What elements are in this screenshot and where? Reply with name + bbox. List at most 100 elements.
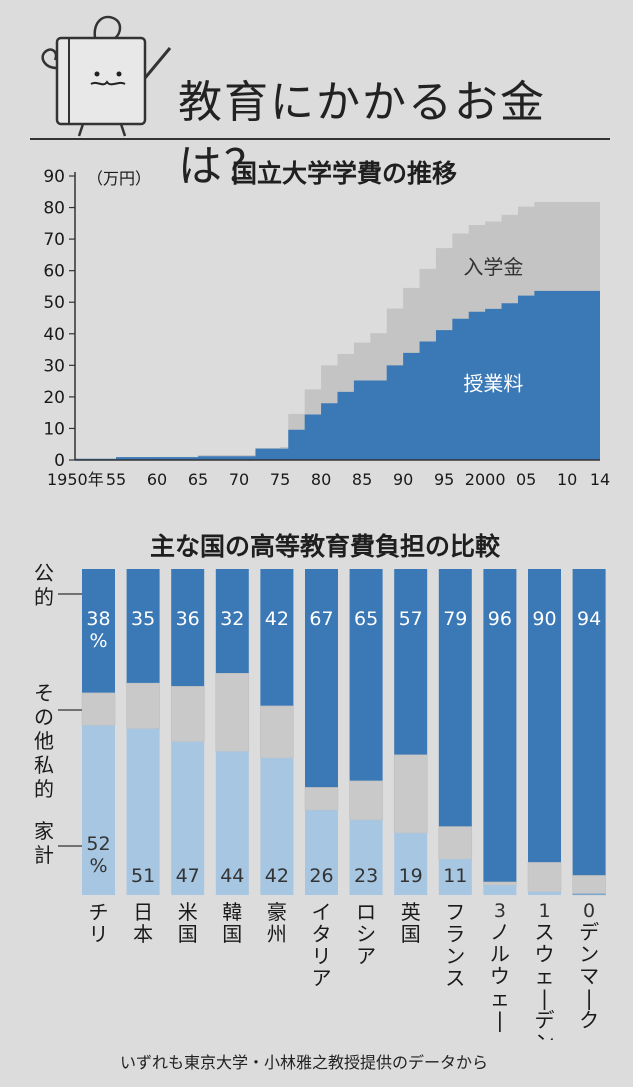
data-label-public: 65 xyxy=(354,608,378,630)
category-label: タ xyxy=(312,922,332,946)
category-label: ラ xyxy=(445,922,465,946)
x-tick-label: 65 xyxy=(188,470,208,489)
category-label: ェ xyxy=(535,964,555,988)
data-label-household: 26 xyxy=(309,865,333,887)
tuition-area xyxy=(75,290,600,460)
category-label: 本 xyxy=(133,922,153,946)
category-label: ス xyxy=(535,920,555,944)
data-label-household: % xyxy=(89,855,107,877)
category-label: リ xyxy=(312,944,332,968)
y-tick-label: 70 xyxy=(43,230,65,250)
bar-household xyxy=(528,891,561,895)
category-label: シ xyxy=(356,922,376,946)
bar-other-private xyxy=(126,682,160,729)
data-label-public: 38 xyxy=(86,608,110,630)
x-tick-label: 80 xyxy=(311,470,331,489)
bar-other-private xyxy=(81,692,116,726)
category-label: ノ xyxy=(490,920,510,944)
series-label-other: そ xyxy=(34,681,54,705)
data-label-public: 42 xyxy=(265,608,289,630)
bar-public xyxy=(305,569,338,788)
y-tick-label: 80 xyxy=(43,199,65,219)
series-label-tuition: 授業料 xyxy=(463,372,523,396)
data-label-public: 35 xyxy=(131,608,155,630)
category-label: | xyxy=(497,1008,504,1032)
bar-public xyxy=(126,569,160,684)
category-label: イ xyxy=(312,900,332,924)
x-tick-label: 10 xyxy=(557,470,577,489)
bar-other-private xyxy=(572,875,606,896)
bar-public xyxy=(82,569,115,693)
y-tick-label: 0 xyxy=(54,451,65,471)
bar-household xyxy=(305,810,338,895)
data-label-public: 90 xyxy=(532,608,556,630)
data-label-household: 19 xyxy=(399,865,423,887)
bar-other-private xyxy=(215,673,250,752)
data-label-household: 3 xyxy=(494,900,506,922)
category-label: 豪 xyxy=(267,900,287,924)
category-label: マ xyxy=(579,964,599,988)
category-label: 国 xyxy=(401,922,421,946)
bar-other-private xyxy=(438,826,473,860)
category-label: ク xyxy=(579,1008,599,1032)
bar-public xyxy=(528,569,561,863)
bar-public xyxy=(572,569,606,876)
category-label: チ xyxy=(89,900,109,924)
data-label-household: 0 xyxy=(583,900,595,922)
x-tick-label: 90 xyxy=(393,470,413,489)
bar-other-private xyxy=(483,881,517,886)
category-label: | xyxy=(541,986,548,1010)
bar-chart-title: 主な国の高等教育費負担の比較 xyxy=(150,532,501,561)
bar-household-line xyxy=(572,893,606,895)
data-label-household: 1 xyxy=(538,900,550,922)
series-label-public: 公 xyxy=(34,561,54,585)
category-label: ア xyxy=(312,966,332,990)
x-tick-label: 05 xyxy=(516,470,536,489)
data-label-public: 94 xyxy=(577,608,601,630)
category-label: 英 xyxy=(401,900,421,924)
category-label: | xyxy=(586,986,593,1010)
bar-public xyxy=(394,569,428,755)
series-label-household: 家 xyxy=(34,819,54,843)
category-label: ウ xyxy=(490,964,510,988)
x-tick-label: 95 xyxy=(434,470,454,489)
bar-household xyxy=(394,833,428,895)
category-label: デ xyxy=(579,920,599,944)
bar-household xyxy=(126,728,160,895)
x-tick-label: 70 xyxy=(229,470,249,489)
series-label-other: の xyxy=(34,705,54,729)
category-label: 韓 xyxy=(222,900,242,924)
x-tick-label: 60 xyxy=(147,470,167,489)
data-label-public: 96 xyxy=(488,608,512,630)
category-label: ウ xyxy=(535,942,555,966)
category-label: 国 xyxy=(222,922,242,946)
category-label: ル xyxy=(490,942,510,966)
bar-other-private xyxy=(260,705,294,759)
source-footnote: いずれも東京大学・小林雅之教授提供のデータから xyxy=(120,1053,489,1072)
data-label-household: 52 xyxy=(86,833,110,855)
y-tick-label: 60 xyxy=(43,262,65,282)
category-label: デ xyxy=(535,1008,555,1032)
y-tick-label: 90 xyxy=(43,167,65,187)
y-tick-label: 30 xyxy=(43,356,65,376)
series-label-other: 他 xyxy=(34,729,54,753)
bar-household xyxy=(215,751,249,895)
bar-public xyxy=(438,569,472,827)
data-label-public: 36 xyxy=(176,608,200,630)
y-axis-unit: （万円） xyxy=(87,169,151,188)
category-label: 米 xyxy=(178,900,198,924)
bar-household xyxy=(260,758,294,895)
bar-household xyxy=(483,885,517,895)
y-tick-label: 20 xyxy=(43,388,65,408)
x-tick-label: 2000 xyxy=(465,470,506,489)
category-label: ア xyxy=(356,944,376,968)
bar-public xyxy=(349,569,383,781)
header-divider xyxy=(30,138,610,140)
y-tick-label: 10 xyxy=(43,419,65,439)
category-label: フ xyxy=(445,900,465,924)
bar-household xyxy=(349,820,383,895)
tuition-area-chart: 90 80 70 60 50 40 30 20 10 0 （万円） 1950年 55 60 65 70 75 80… xyxy=(43,167,610,489)
bar-household xyxy=(82,725,115,895)
data-label-public: 32 xyxy=(220,608,244,630)
